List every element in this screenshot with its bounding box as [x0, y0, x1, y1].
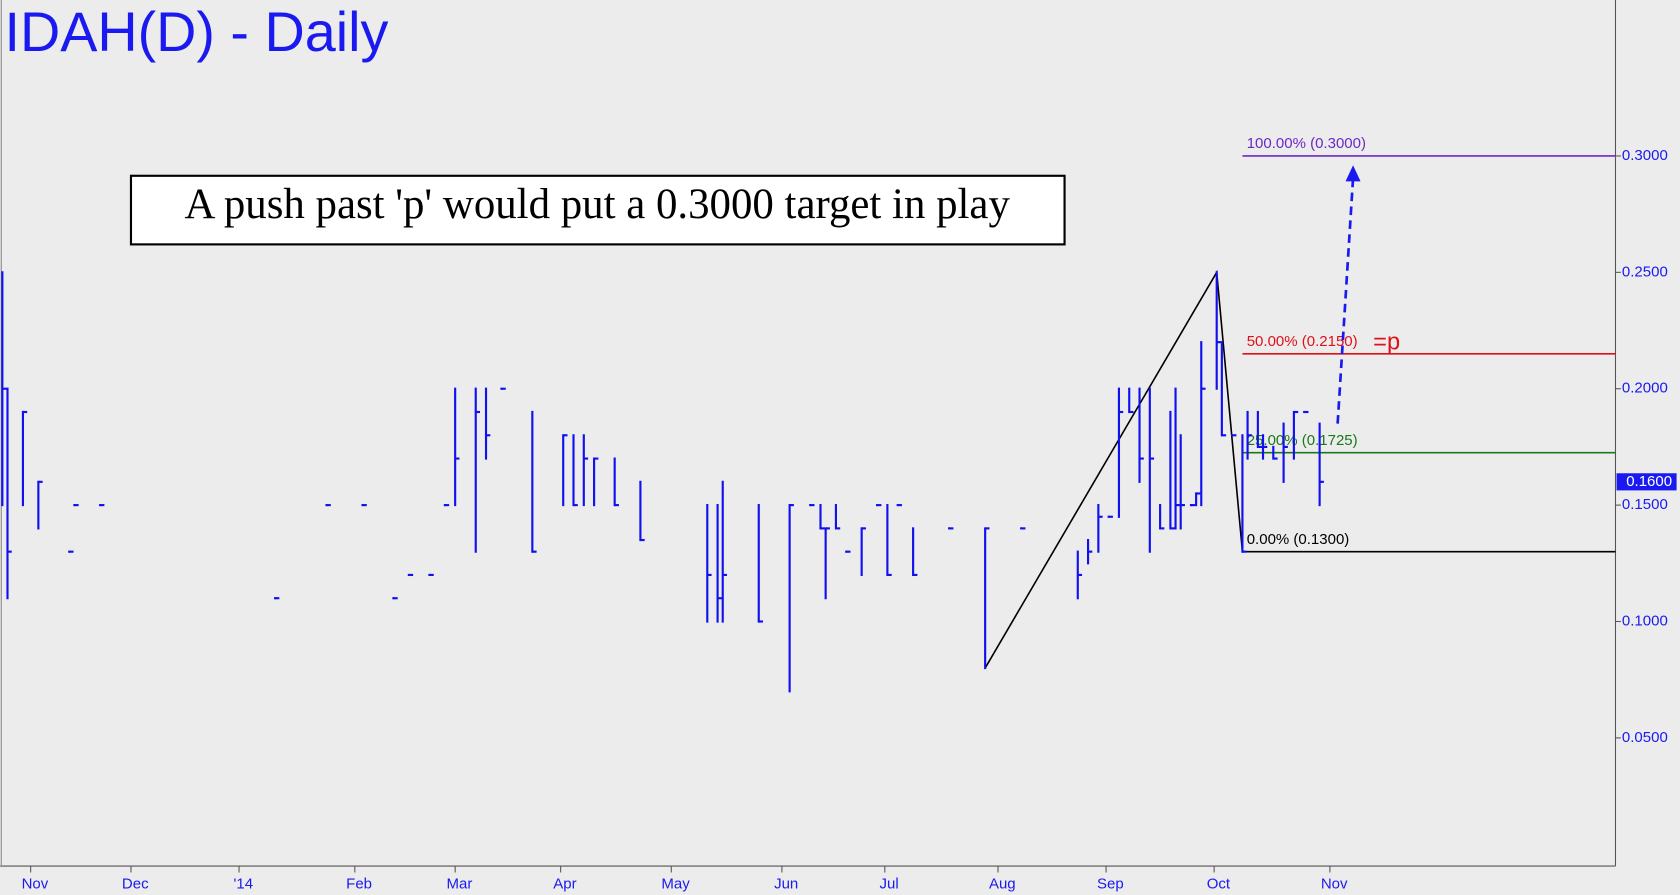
level-label: 0.00% (0.1300) [1247, 531, 1350, 548]
annotation-box [129, 174, 1066, 246]
projection-arrowhead [1345, 165, 1361, 182]
x-tick-label: Apr [553, 875, 576, 892]
y-tick-label: 0.3000 [1622, 147, 1668, 164]
chart-title: IDAH(D) - Daily [4, 1, 388, 63]
x-tick-label: Jun [774, 875, 798, 892]
x-tick-label: May [661, 875, 690, 892]
p-marker: =p [1373, 328, 1400, 354]
level-label: 100.00% (0.3000) [1247, 135, 1366, 152]
x-tick-label: Jul [880, 875, 899, 892]
x-tick-label: Oct [1207, 875, 1231, 892]
x-tick-label: Nov [22, 875, 49, 892]
x-tick-label: Nov [1321, 875, 1348, 892]
x-tick-label: Aug [989, 875, 1016, 892]
last-price-label: 0.1600 [1626, 473, 1672, 490]
y-tick-label: 0.1500 [1622, 496, 1668, 513]
y-tick-label: 0.0500 [1622, 729, 1668, 746]
last-price-box [1616, 473, 1677, 491]
level-label: 50.00% (0.2150) [1247, 333, 1358, 350]
y-tick-label: 0.2500 [1622, 263, 1668, 280]
annotation: A push past 'p' would put a 0.3000 targe… [185, 181, 1011, 228]
level-label: 25.00% (0.1725) [1247, 432, 1358, 449]
x-tick-label: Mar [447, 875, 473, 892]
x-tick-label: Feb [346, 875, 372, 892]
x-tick-label: '14 [234, 875, 254, 892]
x-tick-label: Dec [122, 875, 149, 892]
y-tick-label: 0.2000 [1622, 380, 1668, 397]
x-tick-label: Sep [1097, 875, 1124, 892]
y-tick-label: 0.1000 [1622, 612, 1668, 629]
